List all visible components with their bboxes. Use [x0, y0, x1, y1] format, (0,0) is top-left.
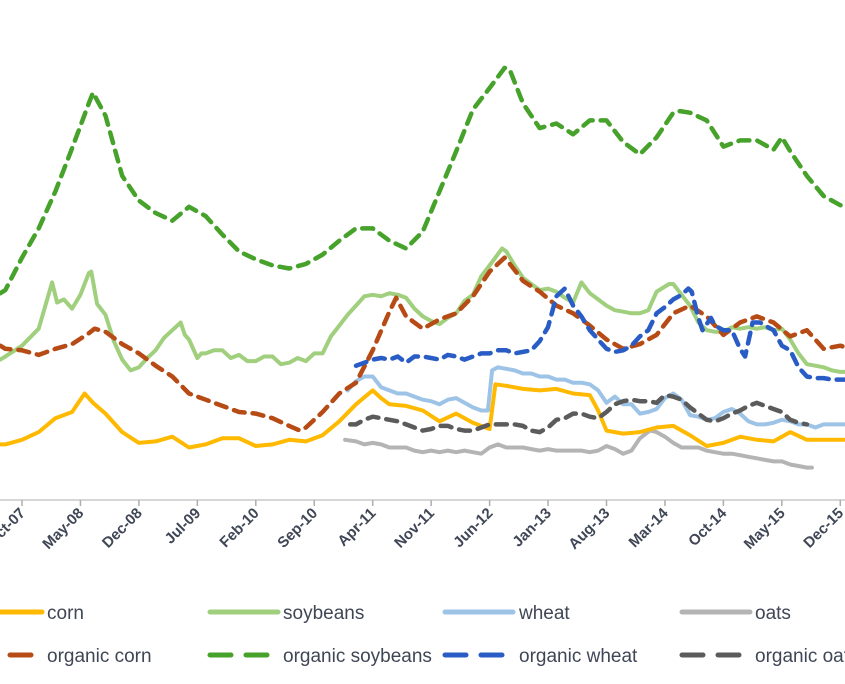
x-tick-label-Dec-08: Dec-08	[99, 505, 146, 552]
x-tick-label-Jan-13: Jan-13	[509, 505, 555, 551]
legend-label-organic-oats: organic oats	[755, 646, 845, 667]
legend-label-soybeans: soybeans	[283, 603, 364, 624]
series-line-soybeans	[0, 246, 845, 374]
x-tick-label-Jun-12: Jun-12	[450, 505, 496, 551]
legend-label-oats: oats	[755, 603, 791, 624]
legend-item-organic-oats: organic oats	[679, 646, 845, 667]
x-tick-label-Aug-13: Aug-13	[565, 505, 613, 553]
legend-label-organic-wheat: organic wheat	[519, 646, 638, 667]
series-line-organic-corn	[0, 255, 845, 433]
legend: corn soybeans wheat oats organic corn organic…	[0, 603, 845, 667]
x-tick-label-Oct-07: Oct-07	[0, 505, 29, 550]
x-tick-label-Nov-11: Nov-11	[391, 505, 438, 552]
legend-item-corn: corn	[0, 603, 84, 624]
x-tick-label-Mar-14: Mar-14	[626, 504, 673, 551]
legend-label-organic-soybeans: organic soybeans	[283, 646, 432, 667]
x-tick-label-Dec-15: Dec-15	[800, 505, 845, 552]
series-line-organic-oats	[347, 392, 810, 435]
legend-item-soybeans: soybeans	[207, 603, 364, 624]
x-tick-label-May-08: May-08	[39, 505, 87, 553]
x-tick-label-Jul-09: Jul-09	[161, 505, 204, 548]
legend-label-corn: corn	[47, 603, 84, 624]
legend-item-organic-soybeans: organic soybeans	[207, 646, 432, 667]
x-tick-label-Apr-11: Apr-11	[334, 505, 379, 550]
series-line-oats	[343, 428, 814, 470]
x-axis: Oct-07 May-08 Dec-08 Jul-09 Feb-10 Sep-10 Apr-…	[0, 499, 845, 553]
series-line-corn	[0, 382, 845, 450]
x-tick-label-Oct-14: Oct-14	[685, 504, 730, 549]
legend-label-wheat: wheat	[518, 603, 570, 624]
legend-item-oats: oats	[679, 603, 791, 624]
series-line-organic-wheat	[353, 286, 845, 382]
legend-item-organic-corn: organic corn	[0, 646, 152, 667]
legend-item-wheat: wheat	[442, 603, 570, 624]
plot-lines	[0, 65, 845, 470]
legend-item-organic-wheat: organic wheat	[442, 646, 638, 667]
series-line-organic-soybeans	[0, 65, 845, 296]
x-tick-label-Sep-10: Sep-10	[274, 505, 321, 552]
x-tick-label-May-15: May-15	[741, 505, 789, 553]
x-tick-label-Feb-10: Feb-10	[216, 505, 262, 551]
legend-label-organic-corn: organic corn	[47, 646, 152, 667]
series-line-wheat	[345, 365, 845, 430]
